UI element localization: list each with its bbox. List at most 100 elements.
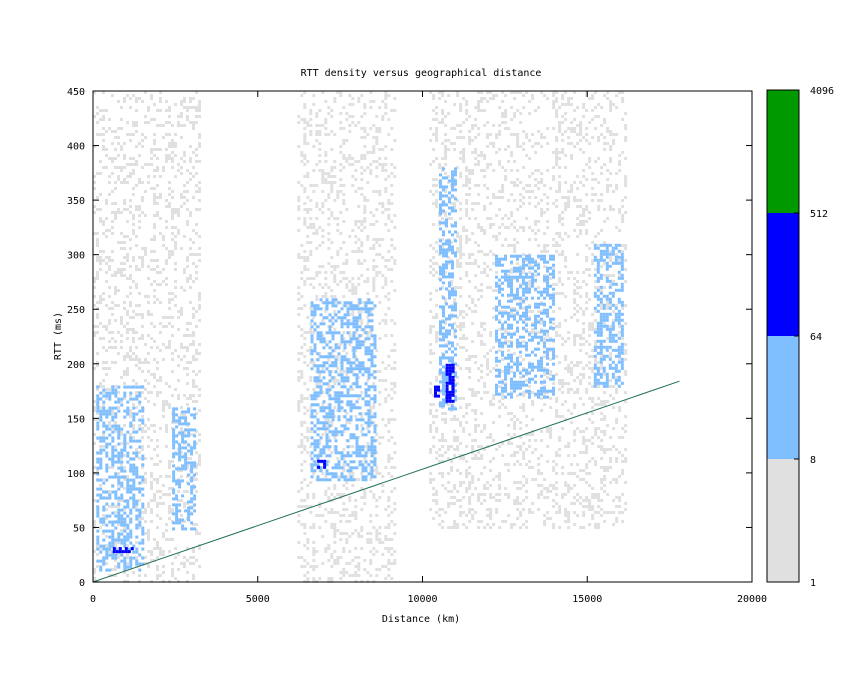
heatmap-cell — [618, 259, 622, 262]
heatmap-cell — [105, 229, 108, 232]
heatmap-cell — [297, 298, 301, 301]
heatmap-cell — [102, 445, 105, 448]
heatmap-cell — [180, 193, 183, 196]
heatmap-cell — [168, 115, 171, 118]
heatmap-cell — [510, 313, 514, 316]
heatmap-cell — [300, 346, 304, 349]
heatmap-cell — [384, 379, 388, 382]
heatmap-cell — [117, 331, 120, 334]
heatmap-cell — [612, 397, 616, 400]
heatmap-cell — [306, 541, 310, 544]
heatmap-cell — [99, 451, 103, 455]
heatmap-cell — [99, 463, 103, 467]
heatmap-cell — [375, 220, 379, 223]
heatmap-cell — [606, 127, 610, 130]
heatmap-cell — [330, 451, 334, 454]
heatmap-cell — [162, 565, 165, 568]
heatmap-cell — [354, 286, 358, 289]
heatmap-cell — [393, 139, 397, 142]
heatmap-cell — [393, 175, 397, 178]
heatmap-cell — [327, 133, 331, 136]
heatmap-cell — [165, 325, 168, 328]
heatmap-cell — [99, 415, 103, 419]
heatmap-cell — [507, 493, 511, 496]
heatmap-cell — [165, 403, 168, 406]
heatmap-cell — [615, 253, 619, 256]
heatmap-cell — [561, 238, 565, 241]
heatmap-cell — [393, 343, 397, 346]
heatmap-cell — [558, 415, 562, 418]
heatmap-cell — [384, 283, 388, 286]
heatmap-cell — [480, 457, 484, 460]
heatmap-cell — [165, 133, 168, 136]
heatmap-cell — [357, 160, 361, 163]
heatmap-cell — [126, 373, 129, 376]
heatmap-cell — [534, 274, 538, 277]
heatmap-cell — [135, 331, 138, 334]
heatmap-cell — [156, 526, 159, 529]
heatmap-cell — [306, 562, 310, 565]
heatmap-cell — [114, 568, 117, 571]
heatmap-cell — [477, 367, 481, 370]
heatmap-cell — [156, 391, 159, 394]
heatmap-cell — [375, 568, 379, 571]
heatmap-cell — [360, 172, 364, 175]
heatmap-cell — [387, 364, 391, 367]
heatmap-cell — [348, 496, 352, 499]
heatmap-cell — [531, 265, 535, 268]
heatmap-cell — [576, 187, 580, 190]
heatmap-cell — [444, 211, 448, 214]
heatmap-cell — [624, 343, 628, 346]
heatmap-cell — [558, 151, 562, 154]
heatmap-cell — [330, 523, 334, 526]
heatmap-cell — [558, 232, 562, 235]
heatmap-cell — [183, 202, 186, 205]
heatmap-cell — [198, 247, 201, 250]
heatmap-cell — [540, 178, 544, 181]
heatmap-cell — [129, 412, 132, 415]
heatmap-cell — [504, 109, 508, 112]
heatmap-cell — [333, 355, 337, 358]
heatmap-cell — [183, 490, 186, 493]
heatmap-cell — [360, 322, 364, 325]
heatmap-cell — [549, 373, 553, 376]
heatmap-cell — [177, 379, 180, 382]
heatmap-cell — [123, 505, 127, 509]
heatmap-cell — [297, 286, 301, 289]
heatmap-cell — [390, 127, 394, 130]
heatmap-cell — [477, 457, 481, 460]
heatmap-cell — [546, 226, 550, 229]
heatmap-cell — [525, 520, 529, 523]
heatmap-cell — [498, 160, 502, 163]
heatmap-cell — [171, 190, 174, 193]
heatmap-cell — [369, 538, 373, 541]
heatmap-cell — [195, 223, 198, 226]
heatmap-cell — [567, 196, 571, 199]
heatmap-cell — [489, 133, 493, 136]
heatmap-cell — [153, 358, 156, 361]
heatmap-cell — [603, 469, 607, 472]
heatmap-cell — [342, 349, 346, 352]
heatmap-cell — [510, 442, 514, 445]
heatmap-cell — [576, 199, 580, 202]
heatmap-cell — [609, 436, 613, 439]
heatmap-cell — [609, 355, 613, 358]
heatmap-cell — [531, 328, 535, 331]
heatmap-cell — [156, 109, 159, 112]
heatmap-cell — [393, 247, 397, 250]
heatmap-cell — [186, 559, 189, 562]
heatmap-cell — [93, 280, 96, 283]
heatmap-cell — [486, 481, 490, 484]
heatmap-cell — [444, 172, 448, 175]
heatmap-cell — [156, 271, 159, 274]
heatmap-cell — [168, 493, 171, 496]
heatmap-cell — [159, 283, 162, 286]
heatmap-cell — [507, 412, 511, 415]
heatmap-cell — [138, 400, 142, 404]
heatmap-cell — [459, 124, 463, 127]
heatmap-cell — [138, 520, 142, 524]
heatmap-cell — [114, 511, 117, 514]
heatmap-cell — [96, 271, 99, 274]
heatmap-cell — [186, 277, 189, 280]
heatmap-cell — [123, 511, 127, 515]
